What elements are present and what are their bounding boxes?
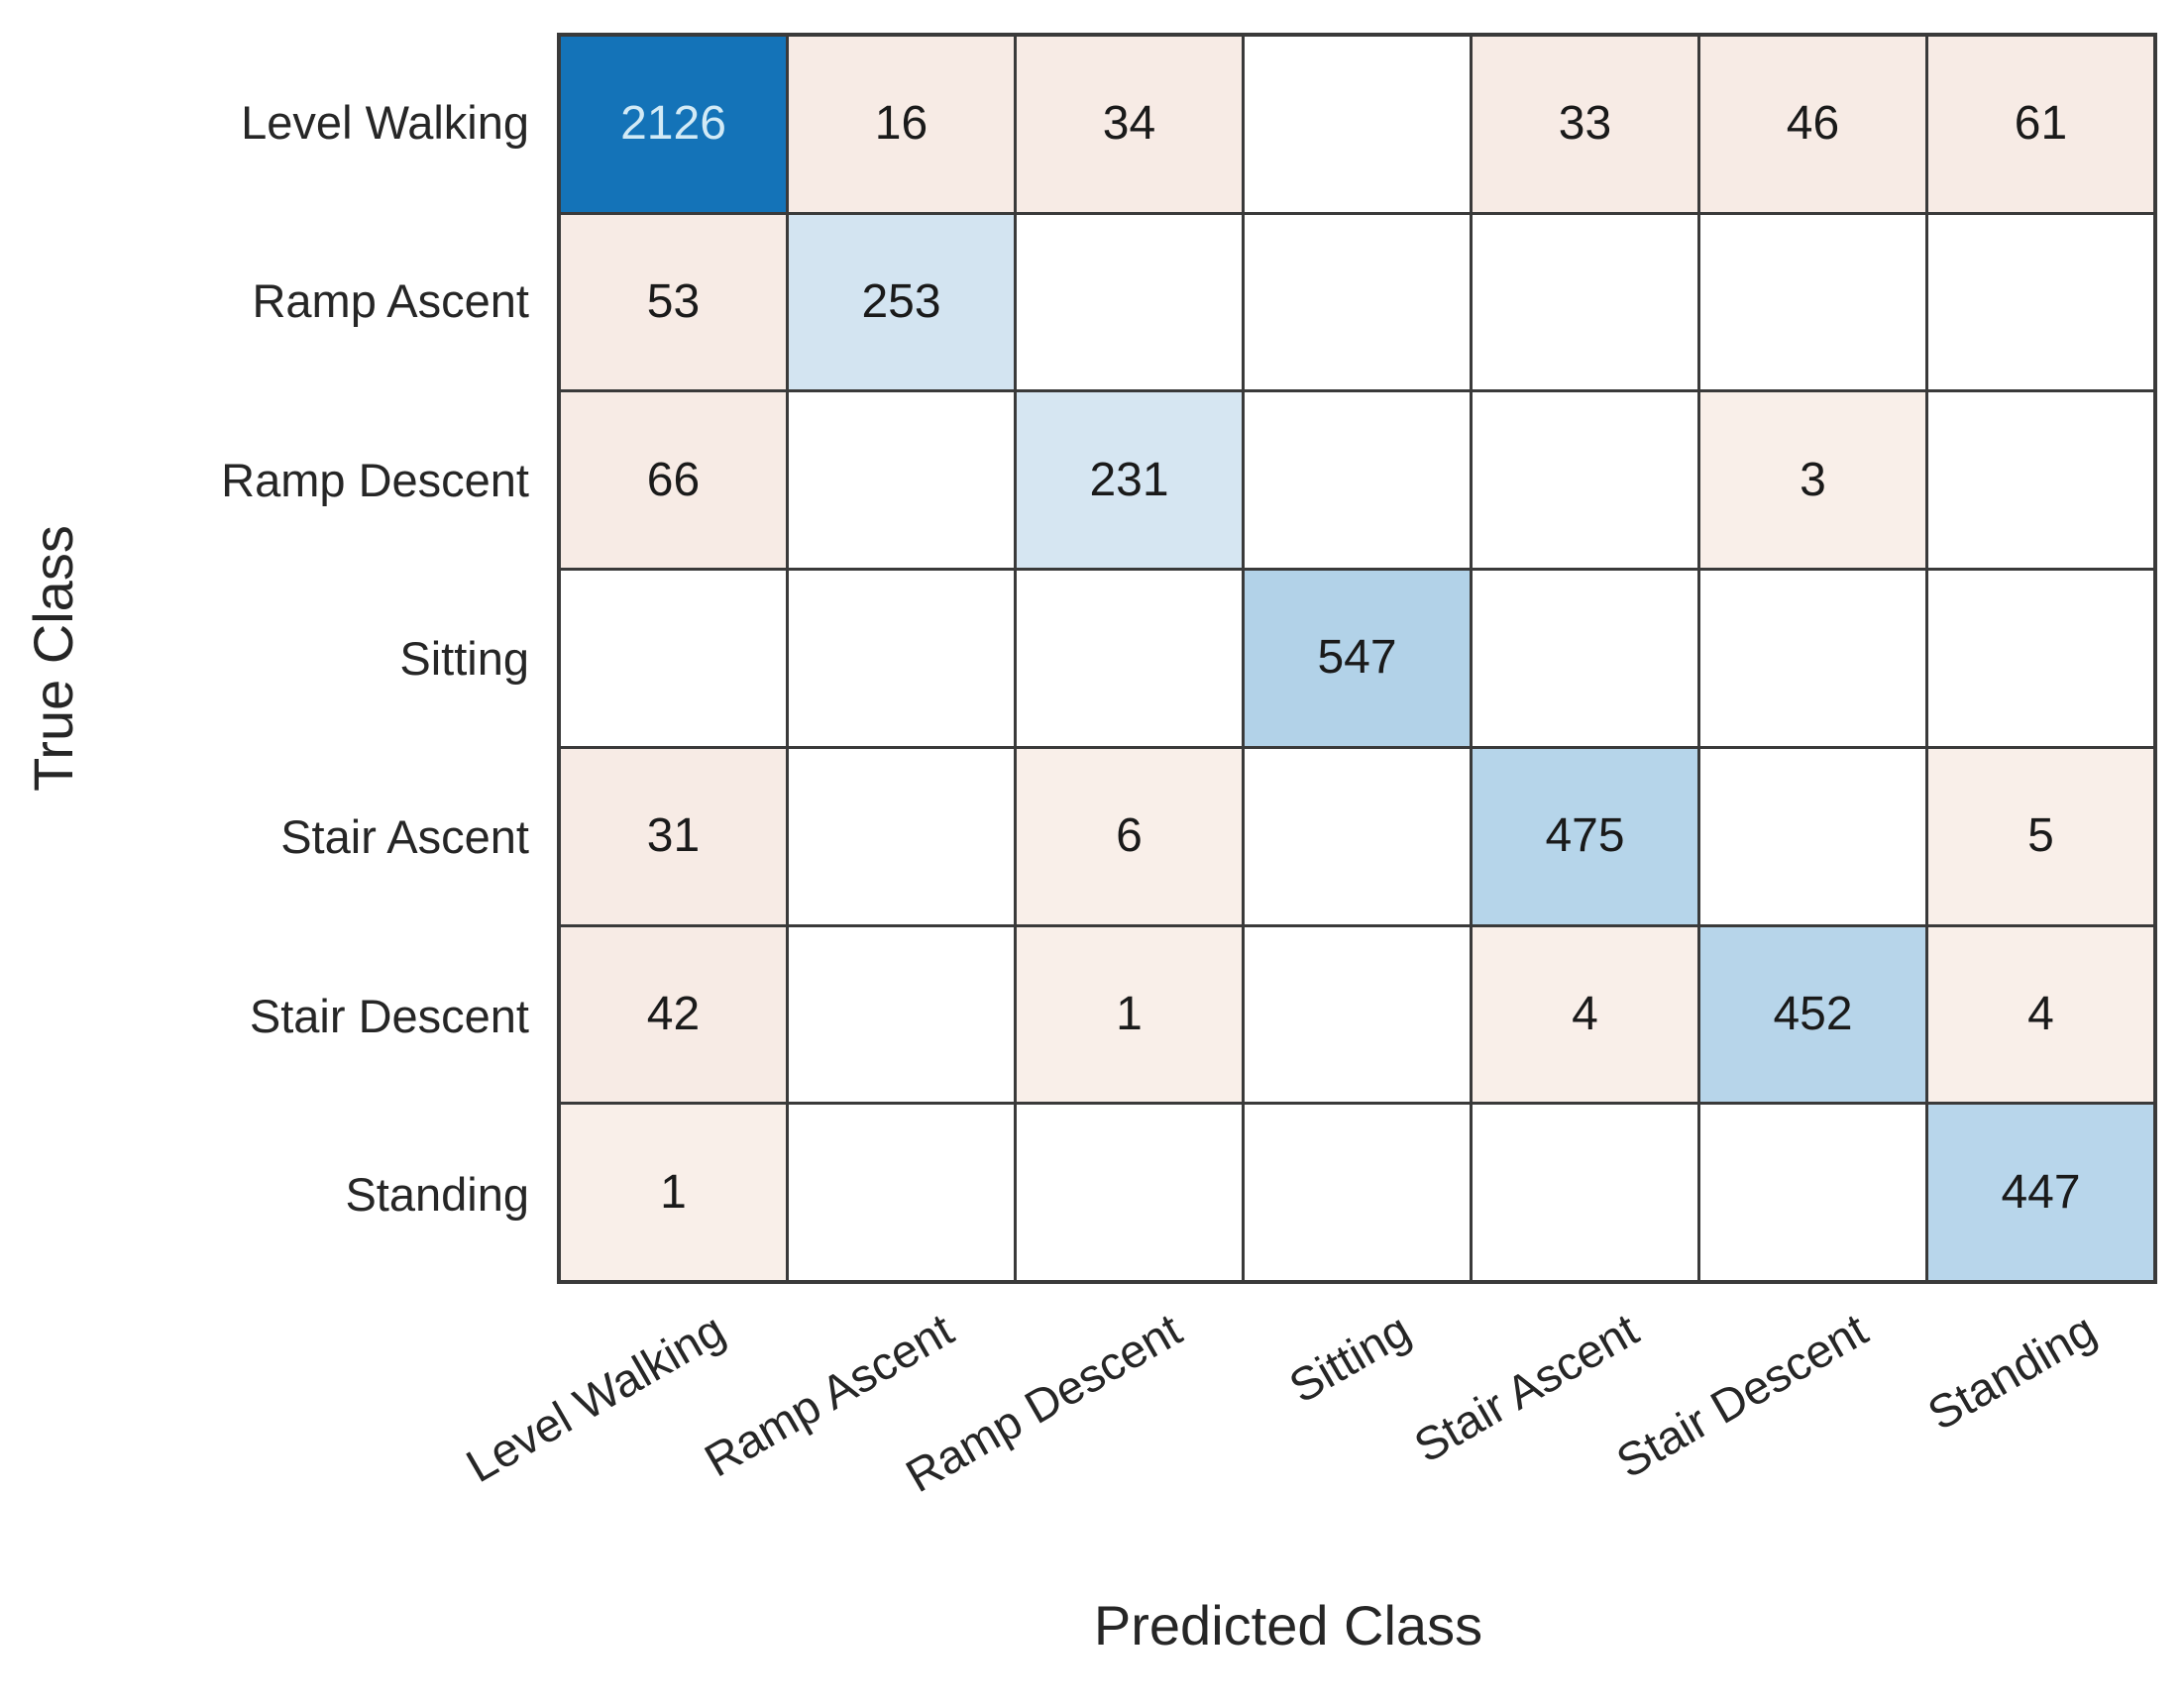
y-tick-label: Stair Ascent: [280, 810, 529, 864]
matrix-cell: 66: [561, 392, 786, 569]
x-tick-label: Stair Ascent: [1405, 1302, 1648, 1473]
matrix-cell: [1245, 37, 1470, 212]
matrix-cell: [1017, 1105, 1242, 1280]
matrix-cell: 6: [1017, 748, 1242, 924]
matrix-cell-diagonal: 475: [1473, 748, 1697, 924]
matrix-cell: [1700, 571, 1925, 746]
x-tick-label: Level Walking: [456, 1302, 733, 1493]
matrix-cell: [789, 1105, 1014, 1280]
matrix-cell: 31: [561, 748, 786, 924]
matrix-cell: 1: [1017, 926, 1242, 1103]
matrix-cell: [1473, 214, 1697, 390]
x-tick-label: Sitting: [1279, 1302, 1419, 1414]
x-tick-label: Ramp Descent: [897, 1302, 1190, 1503]
matrix-cell: [1700, 1105, 1925, 1280]
matrix-cell: 46: [1700, 37, 1925, 212]
x-tick-label: Standing: [1918, 1302, 2105, 1441]
matrix-cell: [1473, 392, 1697, 569]
matrix-cell: 4: [1928, 926, 2153, 1103]
matrix-cell: [789, 748, 1014, 924]
matrix-cell: 61: [1928, 37, 2153, 212]
matrix-cell: 5: [1928, 748, 2153, 924]
matrix-cell-diagonal: 2126: [561, 37, 786, 212]
matrix-cell: [1928, 571, 2153, 746]
matrix-cell: [1700, 214, 1925, 390]
matrix-cell: [789, 926, 1014, 1103]
matrix-cell-diagonal: 253: [789, 214, 1014, 390]
matrix-cell-diagonal: 231: [1017, 392, 1242, 569]
y-tick-label: Stair Descent: [249, 989, 529, 1042]
x-tick-label: Stair Descent: [1607, 1302, 1876, 1488]
matrix-cell: [1245, 392, 1470, 569]
x-axis-title: Predicted Class: [1093, 1594, 1483, 1656]
matrix-cell: [1473, 571, 1697, 746]
matrix-grid: 2126 16 34 33 46 61 53 253 66 231 3 547 31 6 475 5 42 1 4 4…: [557, 33, 2157, 1284]
matrix-cell: 16: [789, 37, 1014, 212]
matrix-cell: [1473, 1105, 1697, 1280]
matrix-cell: 4: [1473, 926, 1697, 1103]
matrix-cell: 1: [561, 1105, 786, 1280]
matrix-cell: [1017, 571, 1242, 746]
y-tick-label: Standing: [345, 1168, 529, 1222]
matrix-cell-diagonal: 452: [1700, 926, 1925, 1103]
matrix-cell: [1928, 392, 2153, 569]
matrix-cell-diagonal: 447: [1928, 1105, 2153, 1280]
matrix-cell: [1017, 214, 1242, 390]
matrix-cell: 53: [561, 214, 786, 390]
y-tick-label: Level Walking: [241, 95, 529, 149]
matrix-cell: [1245, 748, 1470, 924]
matrix-cell: 34: [1017, 37, 1242, 212]
x-tick-label: Ramp Ascent: [695, 1302, 962, 1487]
y-tick-label: Sitting: [399, 631, 529, 685]
matrix-cell-diagonal: 547: [1245, 571, 1470, 746]
matrix-cell: [789, 392, 1014, 569]
matrix-cell: 33: [1473, 37, 1697, 212]
matrix-cell: [1928, 214, 2153, 390]
matrix-cell: [561, 571, 786, 746]
matrix-cell: [789, 571, 1014, 746]
matrix-cell: 3: [1700, 392, 1925, 569]
y-tick-label: Ramp Ascent: [252, 274, 529, 328]
matrix-cell: 42: [561, 926, 786, 1103]
matrix-cell: [1245, 214, 1470, 390]
matrix-cell: [1245, 926, 1470, 1103]
y-tick-label: Ramp Descent: [221, 453, 529, 506]
matrix-cell: [1700, 748, 1925, 924]
matrix-cell: [1245, 1105, 1470, 1280]
y-tick-labels: Level Walking Ramp Ascent Ramp Descent Sitt…: [0, 33, 543, 1284]
